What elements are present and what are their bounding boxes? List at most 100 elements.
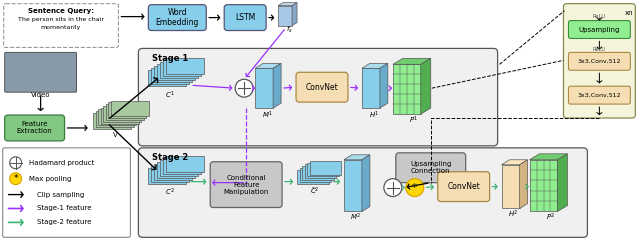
Circle shape <box>406 179 424 197</box>
Polygon shape <box>300 168 332 182</box>
Polygon shape <box>148 168 186 184</box>
Text: Sentence Query:: Sentence Query: <box>28 8 93 14</box>
Text: Word
Embedding: Word Embedding <box>156 8 199 27</box>
Text: Upsampling
Connection: Upsampling Connection <box>410 161 451 174</box>
Polygon shape <box>166 58 204 74</box>
Text: Clip sampling: Clip sampling <box>36 192 84 197</box>
Text: Stage-1 feature: Stage-1 feature <box>36 205 91 212</box>
Polygon shape <box>108 102 147 118</box>
Polygon shape <box>163 158 201 174</box>
Polygon shape <box>502 165 520 209</box>
Polygon shape <box>154 66 192 82</box>
Polygon shape <box>380 63 388 108</box>
FancyBboxPatch shape <box>396 153 466 183</box>
Polygon shape <box>157 162 195 178</box>
Text: momentarily: momentarily <box>40 25 81 30</box>
Polygon shape <box>161 62 198 78</box>
Text: ReLU: ReLU <box>593 47 606 52</box>
FancyBboxPatch shape <box>4 53 77 92</box>
Text: $P^1$: $P^1$ <box>409 114 419 126</box>
Polygon shape <box>557 154 568 212</box>
FancyBboxPatch shape <box>563 4 636 118</box>
Text: Stage 2: Stage 2 <box>152 153 189 162</box>
Text: ConvNet: ConvNet <box>306 83 339 92</box>
Text: $\bar{C}^2$: $\bar{C}^2$ <box>310 186 320 197</box>
Text: Hadamard product: Hadamard product <box>29 160 94 166</box>
Polygon shape <box>93 113 131 129</box>
Polygon shape <box>344 160 362 212</box>
FancyBboxPatch shape <box>438 172 490 202</box>
Polygon shape <box>278 6 292 26</box>
Text: V: V <box>113 132 118 138</box>
Text: Video: Video <box>31 92 51 98</box>
Polygon shape <box>166 156 204 172</box>
Polygon shape <box>529 154 568 160</box>
FancyBboxPatch shape <box>568 53 630 70</box>
Text: $P^2$: $P^2$ <box>546 212 555 223</box>
FancyBboxPatch shape <box>568 21 630 38</box>
FancyBboxPatch shape <box>224 5 266 30</box>
Text: $M^1$: $M^1$ <box>262 109 273 121</box>
Text: 3x3,Conv,512: 3x3,Conv,512 <box>578 59 621 64</box>
Circle shape <box>384 179 402 197</box>
Polygon shape <box>106 104 144 120</box>
Polygon shape <box>393 58 431 64</box>
Polygon shape <box>273 63 281 108</box>
FancyBboxPatch shape <box>3 148 131 237</box>
Polygon shape <box>502 160 527 165</box>
Polygon shape <box>362 155 370 212</box>
Polygon shape <box>99 109 136 125</box>
Polygon shape <box>161 160 198 176</box>
Polygon shape <box>344 155 370 160</box>
Text: LSTM: LSTM <box>235 13 255 22</box>
Text: Conditional
Feature
Manipulation: Conditional Feature Manipulation <box>223 175 269 195</box>
FancyBboxPatch shape <box>148 5 206 30</box>
Polygon shape <box>152 68 189 84</box>
Circle shape <box>10 173 22 185</box>
Text: *: * <box>13 174 18 183</box>
Polygon shape <box>420 58 431 114</box>
Circle shape <box>235 79 253 97</box>
Circle shape <box>10 157 22 169</box>
Text: Upsampling: Upsampling <box>579 27 620 32</box>
FancyBboxPatch shape <box>138 148 588 237</box>
Text: ConvNet: ConvNet <box>447 182 480 191</box>
Polygon shape <box>302 166 334 180</box>
Text: Feature
Extraction: Feature Extraction <box>17 121 52 135</box>
Polygon shape <box>157 64 195 80</box>
Text: Max pooling: Max pooling <box>29 176 71 182</box>
Polygon shape <box>393 64 420 114</box>
Text: $H^1$: $H^1$ <box>369 109 379 121</box>
Polygon shape <box>529 160 557 212</box>
Polygon shape <box>255 68 273 108</box>
Polygon shape <box>362 63 388 68</box>
Text: $M^2$: $M^2$ <box>350 212 362 223</box>
Text: Stage 1: Stage 1 <box>152 54 189 63</box>
Polygon shape <box>163 60 201 76</box>
Text: The person sits in the chair: The person sits in the chair <box>17 17 104 22</box>
Polygon shape <box>520 160 527 209</box>
Text: $H^2$: $H^2$ <box>508 209 519 220</box>
FancyBboxPatch shape <box>138 48 498 146</box>
FancyBboxPatch shape <box>568 86 630 104</box>
Polygon shape <box>305 164 337 178</box>
Text: xn: xn <box>625 10 634 16</box>
Polygon shape <box>101 108 139 124</box>
Polygon shape <box>362 68 380 108</box>
FancyBboxPatch shape <box>4 4 118 47</box>
Text: $f_s$: $f_s$ <box>285 24 292 35</box>
Text: $C^2$: $C^2$ <box>165 187 175 198</box>
Text: ReLU: ReLU <box>593 14 606 19</box>
Polygon shape <box>297 170 329 184</box>
Polygon shape <box>104 106 141 122</box>
FancyBboxPatch shape <box>296 72 348 102</box>
Polygon shape <box>96 111 134 127</box>
FancyBboxPatch shape <box>4 115 65 141</box>
Polygon shape <box>307 163 339 176</box>
Polygon shape <box>152 166 189 182</box>
Text: Stage-2 feature: Stage-2 feature <box>36 219 91 225</box>
Polygon shape <box>148 70 186 86</box>
Polygon shape <box>278 3 297 6</box>
Polygon shape <box>310 161 342 175</box>
Text: *: * <box>412 183 417 193</box>
